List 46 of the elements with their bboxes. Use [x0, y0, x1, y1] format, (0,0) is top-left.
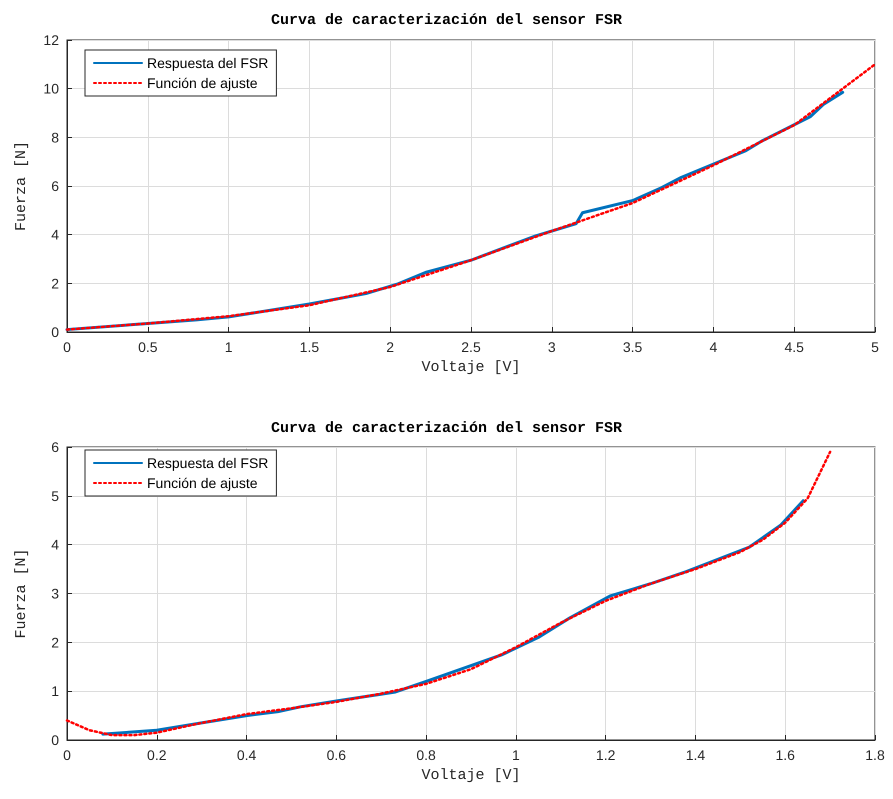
- x-tick-label: 2: [386, 339, 394, 355]
- x-tick-label: 0.2: [147, 747, 167, 763]
- x-tick-label: 0.6: [326, 747, 346, 763]
- x-tick-label: 2.5: [461, 339, 481, 355]
- y-tick-label: 5: [51, 488, 60, 504]
- y-tick-label: 2: [51, 634, 60, 650]
- line-series: [66, 450, 832, 736]
- legend-label: Función de ajuste: [147, 475, 258, 491]
- legend-label: Función de ajuste: [147, 75, 258, 91]
- y-axis-title: Fuerza [N]: [13, 548, 30, 639]
- y-tick-label: 0: [51, 324, 60, 340]
- x-tick-label: 1: [512, 747, 520, 763]
- y-tick-label: 4: [51, 536, 60, 553]
- y-tick-label: 6: [51, 178, 60, 194]
- chart-title: Curva de caracterización del sensor FSR: [270, 420, 622, 437]
- x-tick-label: 1: [224, 339, 233, 355]
- x-tick-label: 4.5: [784, 339, 804, 355]
- x-tick-label: 0.5: [138, 339, 158, 355]
- x-tick-label: 1.6: [775, 747, 796, 763]
- x-tick-label: 3: [548, 339, 556, 355]
- x-axis-title: Voltaje [V]: [421, 359, 521, 376]
- y-tick-label: 10: [43, 80, 60, 97]
- y-tick-label: 6: [51, 439, 60, 455]
- x-tick-label: 1.4: [686, 747, 706, 763]
- x-axis-title: Voltaje [V]: [421, 767, 521, 784]
- legend-label: Respuesta del FSR: [147, 455, 268, 471]
- y-tick-label: 0: [51, 732, 60, 748]
- y-tick-label: 1: [51, 683, 60, 700]
- y-tick-label: 12: [43, 32, 60, 48]
- x-tick-label: 0: [63, 339, 72, 355]
- y-tick-label: 3: [51, 586, 60, 602]
- x-tick-label: 0.8: [416, 747, 436, 763]
- y-tick-label: 4: [51, 226, 60, 243]
- x-tick-label: 5: [871, 339, 880, 355]
- y-tick-label: 2: [51, 275, 60, 292]
- x-tick-label: 0: [63, 747, 72, 763]
- x-tick-label: 1.8: [865, 747, 885, 763]
- y-axis-title: Fuerza [N]: [13, 140, 30, 232]
- x-tick-label: 0.4: [236, 747, 256, 763]
- x-tick-label: 1.2: [596, 747, 616, 763]
- x-tick-label: 4: [710, 339, 718, 355]
- chart-title: Curva de caracterización del sensor FSR: [270, 12, 622, 29]
- legend-label: Respuesta del FSR: [147, 55, 268, 71]
- x-tick-label: 3.5: [622, 339, 643, 355]
- x-tick-label: 1.5: [300, 339, 320, 355]
- y-tick-label: 8: [51, 129, 60, 146]
